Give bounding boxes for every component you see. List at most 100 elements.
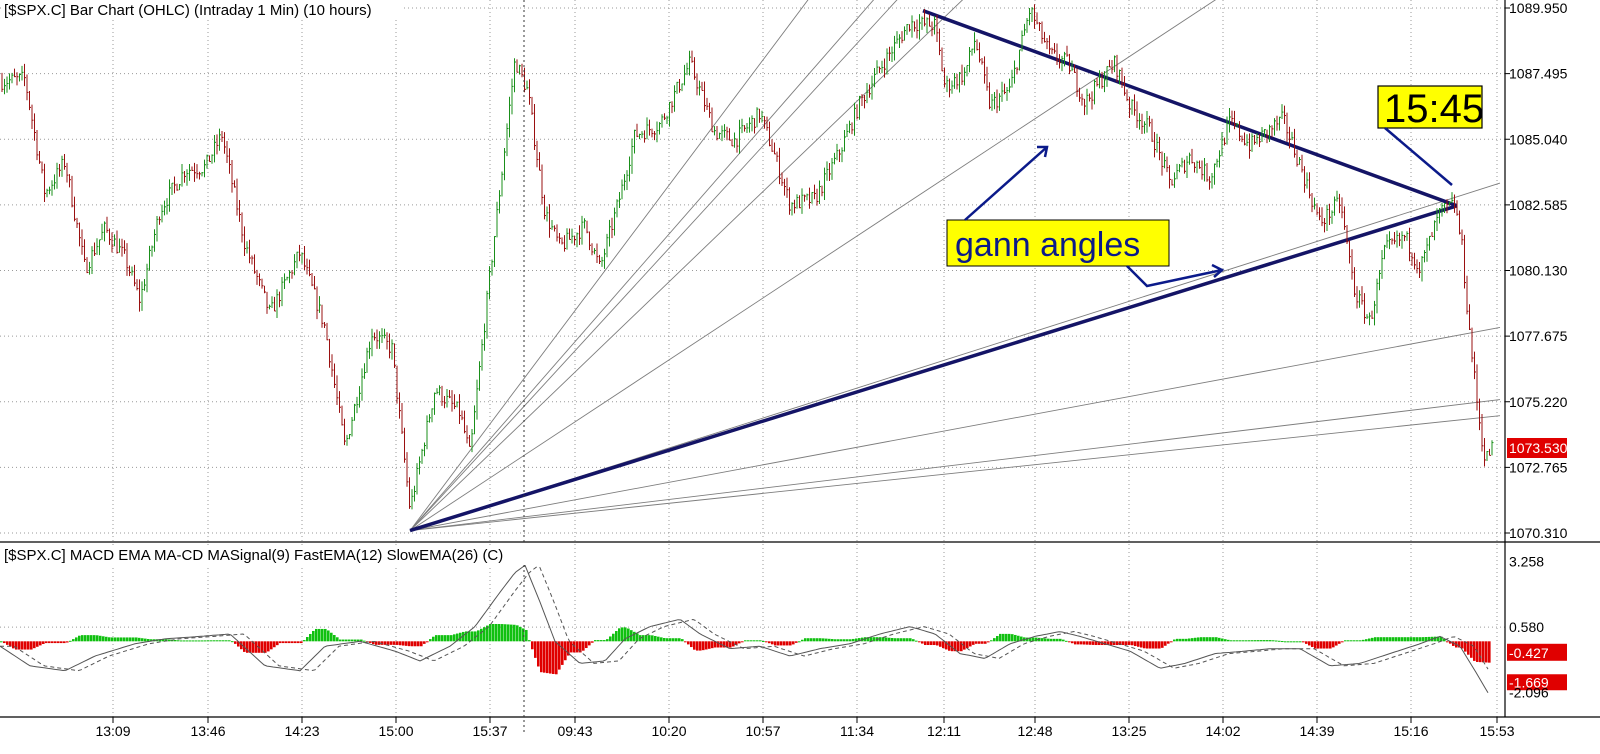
macd-histogram-bar [450, 635, 453, 642]
macd-histogram-bar [129, 637, 132, 642]
macd-histogram-bar [1296, 641, 1299, 643]
macd-histogram-bar [60, 641, 63, 644]
macd-histogram-bar [381, 641, 384, 645]
macd-histogram-bar [351, 639, 354, 642]
macd-histogram-bar [462, 631, 465, 642]
macd-histogram-bar [1224, 639, 1227, 642]
time-tick-label: 10:20 [651, 723, 686, 739]
macd-histogram-bar [1188, 638, 1191, 642]
macd-histogram-bar [219, 640, 222, 642]
macd-histogram-bar [765, 641, 768, 643]
macd-histogram-bar [297, 641, 300, 644]
last-price-tag-bg [1507, 438, 1567, 458]
macd-histogram-bar [1074, 641, 1077, 645]
macd-histogram-bar [141, 638, 144, 642]
macd-histogram-bar [696, 641, 699, 651]
macd-histogram-bar [1419, 637, 1422, 642]
macd-histogram-bar [1275, 640, 1278, 642]
macd-histogram-bar [333, 635, 336, 642]
price-tick-label: 1085.040 [1509, 131, 1568, 147]
macd-histogram-bar [1404, 637, 1407, 642]
gann-angle-thin [409, 0, 809, 531]
macd-line [0, 564, 1489, 694]
macd-histogram-bar [1236, 640, 1239, 642]
macd-histogram-bar [183, 640, 186, 642]
macd-histogram-bar [780, 641, 783, 646]
macd-histogram-bar [357, 639, 360, 642]
macd-tick-label: -1.669 [1509, 674, 1549, 690]
macd-histogram-bar [1311, 641, 1314, 647]
macd-histogram-bar [222, 640, 225, 642]
macd-histogram-bar [591, 641, 594, 643]
macd-histogram-bar [978, 641, 981, 644]
macd-histogram-bar [528, 640, 531, 642]
macd-histogram-bar [1470, 641, 1473, 658]
macd-histogram-bar [810, 638, 813, 642]
macd-histogram-bar [1230, 640, 1233, 642]
macd-histogram-bar [309, 633, 312, 642]
macd-histogram-bar [837, 639, 840, 642]
macd-histogram-bar [567, 641, 570, 656]
macd-histogram-bar [186, 640, 189, 642]
macd-histogram-bar [252, 641, 255, 653]
macd-histogram-bar [663, 638, 666, 642]
macd-histogram-bar [651, 635, 654, 642]
macd-histogram-bar [1143, 641, 1146, 649]
macd-histogram-bar [771, 641, 774, 645]
time-1545-label: 15:45 [1384, 87, 1484, 131]
macd-histogram-bar [882, 637, 885, 642]
macd-histogram-bar [405, 641, 408, 646]
macd-histogram-bar [945, 641, 948, 650]
macd-histogram-bar [1269, 640, 1272, 642]
macd-histogram-bar [606, 639, 609, 642]
macd-histogram-bar [171, 639, 174, 642]
macd-histogram-bar [1317, 641, 1320, 649]
macd-histogram-bar [324, 628, 327, 642]
macd-histogram-bar [825, 638, 828, 642]
macd-histogram-bar [96, 635, 99, 642]
time-tick-label: 12:11 [927, 723, 961, 739]
macd-histogram-bar [444, 635, 447, 642]
macd-histogram-bar [921, 641, 924, 644]
macd-histogram-bar [336, 637, 339, 642]
macd-histogram-bar [987, 641, 990, 643]
macd-histogram-bar [834, 639, 837, 642]
macd-histogram-bar [684, 641, 687, 643]
price-title-bg [1, 0, 404, 20]
gann-angles-box [946, 219, 1170, 267]
macd-histogram-bar [69, 640, 72, 642]
macd-histogram-bar [1218, 637, 1221, 642]
macd-histogram-bar [459, 632, 462, 642]
macd-histogram-bar [1002, 633, 1005, 642]
macd-histogram-bar [966, 641, 969, 649]
macd-histogram-bar [234, 641, 237, 644]
macd-histogram-bar [441, 635, 444, 642]
macd-histogram-bar [348, 639, 351, 642]
macd-histogram-bar [690, 641, 693, 648]
macd-histogram-bar [813, 638, 816, 642]
macd-histogram-bar [519, 626, 522, 642]
macd-histogram-bar [264, 641, 267, 653]
macd-histogram-bar [537, 641, 540, 667]
macd-histogram-bar [1017, 635, 1020, 642]
macd-histogram-bar [1029, 637, 1032, 642]
gann-angles-annotation: gann angles [946, 145, 1225, 288]
macd-histogram-bar [288, 641, 291, 644]
macd-histogram-bar [753, 640, 756, 642]
macd-histogram-bar [1371, 637, 1374, 642]
macd-histogram-bar [1056, 638, 1059, 642]
macd-histogram-bar [1167, 641, 1170, 644]
macd-histogram-bar [180, 640, 183, 642]
macd-histogram-bar [261, 641, 264, 653]
time-tick-label: 15:37 [472, 723, 507, 739]
macd-histogram-bar [1209, 637, 1212, 642]
macd-histogram-bar [981, 641, 984, 644]
macd-histogram-bar [1428, 636, 1431, 642]
macd-histogram-bar [477, 630, 480, 642]
macd-histogram-bar [1089, 641, 1092, 645]
macd-histogram-bar [435, 635, 438, 642]
macd-histogram-bar [342, 639, 345, 642]
macd-histogram-bar [936, 641, 939, 646]
macd-histogram-bar [954, 641, 957, 652]
